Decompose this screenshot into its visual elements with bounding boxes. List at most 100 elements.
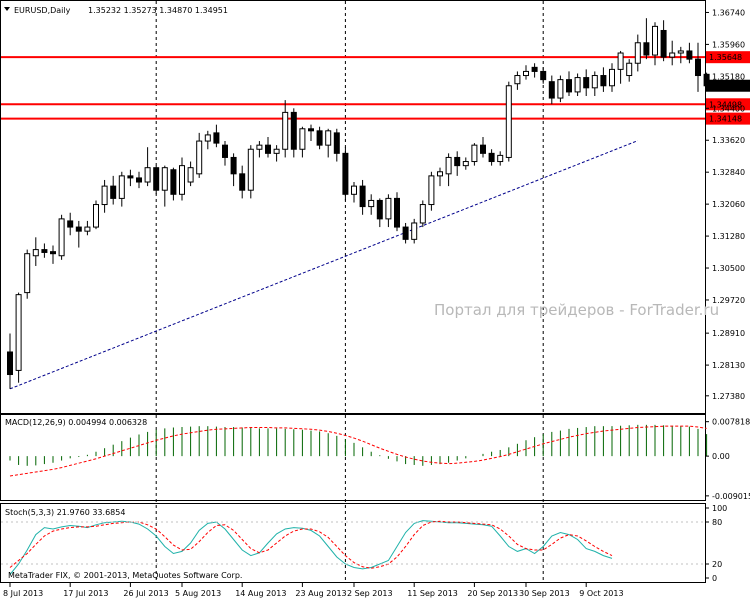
- price-tick-label: 1.35960: [712, 40, 745, 49]
- level-price-tag: [706, 98, 750, 111]
- candle-body: [187, 167, 194, 183]
- candle-body: [308, 128, 314, 132]
- chart-symbol-label: EURUSD,Daily: [14, 6, 71, 15]
- price-tick-label: 1.33620: [712, 136, 745, 145]
- stoch-title: Stoch(5,3,3) 21.9760 33.6854: [5, 508, 125, 517]
- stoch-tick-label: 20: [712, 560, 722, 569]
- time-tick-label: 23 Aug 2013: [295, 589, 346, 598]
- copyright-text: MetaTrader FIX, © 2001-2013, MetaQuotes …: [8, 571, 242, 580]
- candle-body: [402, 226, 409, 240]
- candle-body: [333, 132, 340, 154]
- candle-body: [351, 185, 357, 195]
- candle-body: [445, 156, 452, 175]
- candle-body: [239, 173, 246, 191]
- candle-body: [566, 79, 572, 93]
- trendline: [9, 140, 638, 390]
- candle-body: [497, 154, 504, 163]
- candle-body: [299, 128, 306, 150]
- candle-body: [93, 204, 99, 228]
- price-tick-label: 1.34400: [712, 104, 745, 113]
- price-pane-frame: [0, 0, 706, 414]
- candle-body: [600, 75, 607, 87]
- time-tick-label: 26 Jul 2013: [123, 589, 168, 598]
- stoch-tick-label: 0: [712, 574, 717, 583]
- macd-signal-line: [9, 425, 707, 477]
- candle-body: [230, 156, 237, 175]
- candle-body: [695, 58, 701, 77]
- candle-body: [179, 165, 185, 195]
- candle-body: [24, 253, 31, 294]
- candle-body: [204, 134, 211, 142]
- ohlc-readout: 1.35232 1.35273 1.34870 1.34951: [88, 6, 228, 15]
- time-tick-label: 17 Jul 2013: [63, 589, 108, 598]
- candle-body: [50, 251, 56, 255]
- candle-body: [153, 167, 160, 191]
- candle-body: [609, 68, 615, 87]
- time-tick-label: 11 Sep 2013: [407, 589, 458, 598]
- candle-body: [437, 171, 443, 177]
- expand-arrow-icon[interactable]: [4, 7, 10, 11]
- level-price-label: 1.34148: [709, 115, 742, 124]
- macd-title: MACD(12,26,9) 0.004994 0.006328: [5, 418, 147, 427]
- candle-body: [58, 218, 65, 257]
- candle-body: [660, 29, 667, 58]
- time-tick-label: 30 Sep 2013: [519, 589, 570, 598]
- candle-body: [170, 169, 177, 195]
- level-price-tag: [706, 112, 750, 125]
- candle-body: [32, 249, 39, 257]
- candle-body: [282, 111, 289, 150]
- candle-body: [359, 185, 366, 208]
- candle-body: [686, 50, 693, 60]
- candle-body: [196, 140, 203, 175]
- stoch-tick-label: 100: [712, 504, 727, 513]
- candle-body: [101, 185, 108, 206]
- candle-body: [118, 175, 125, 199]
- candle-body: [110, 185, 117, 199]
- candle-body: [144, 167, 151, 183]
- trendline-group: [9, 140, 638, 390]
- price-tick-label: 1.32060: [712, 200, 745, 209]
- price-axis: 1.36740 1.35960 1.35180 1.34400 1.33620 1.328…: [705, 8, 750, 401]
- candle-body: [273, 148, 280, 154]
- candle-body: [677, 50, 684, 54]
- candle-body: [523, 70, 529, 77]
- level-price-label: 1.34498: [709, 100, 742, 109]
- time-tick-label: 20 Sep 2013: [467, 589, 518, 598]
- candle-body: [385, 197, 392, 220]
- candle-body: [84, 226, 91, 232]
- candle-body: [574, 77, 581, 93]
- macd-tick-label: -0.009015: [712, 492, 750, 501]
- candle-body: [643, 42, 650, 56]
- candle-body: [531, 66, 538, 72]
- candle-body: [127, 175, 134, 179]
- grid-lines: [155, 1, 544, 582]
- stoch-pane-frame: [0, 503, 706, 583]
- candle-body: [488, 152, 495, 163]
- candle-body: [626, 62, 633, 77]
- stoch-signal-line: [9, 520, 613, 569]
- price-tick-label: 1.28130: [712, 361, 745, 370]
- stoch-main-line: [9, 520, 613, 575]
- current-price-tag: [706, 79, 750, 92]
- price-tick-label: 1.35180: [712, 72, 745, 81]
- macd-group: 0.007818 0.00 -0.009015: [9, 418, 750, 501]
- candle-body: [368, 199, 375, 208]
- candle-body: [454, 156, 461, 167]
- candle-body: [290, 111, 297, 150]
- candle-body: [548, 81, 555, 99]
- candle-body: [265, 144, 271, 154]
- macd-tick-label: 0.007818: [712, 418, 750, 427]
- macd-pane-frame: [0, 414, 706, 501]
- candle-body: [471, 144, 478, 163]
- stoch-group: 100 80 20 0: [1, 504, 727, 583]
- watermark-text: Портал для трейдеров - ForTrader.ru: [434, 301, 719, 319]
- candle-body: [669, 52, 676, 58]
- candle-body: [411, 222, 418, 240]
- price-tick-label: 1.30500: [712, 264, 745, 273]
- stoch-tick-label: 80: [712, 518, 722, 527]
- macd-tick-label: 0.00: [712, 452, 730, 461]
- candle-body: [540, 70, 547, 81]
- candle-body: [67, 220, 74, 228]
